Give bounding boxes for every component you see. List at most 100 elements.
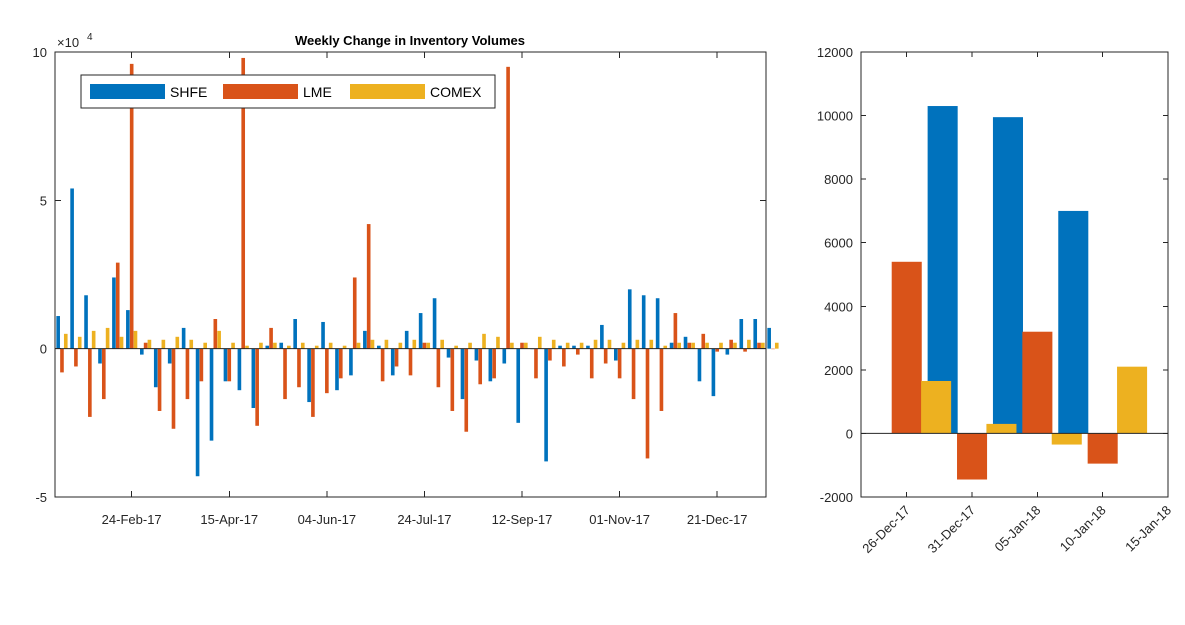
bar-shfe-week-46	[697, 348, 702, 382]
bar-lme-week-20	[338, 348, 343, 379]
bar-comex-2	[1051, 433, 1082, 445]
bar-lme-week-14	[255, 348, 259, 426]
right-ytick-label: 10000	[817, 109, 853, 124]
bar-lme-week-8	[171, 348, 176, 429]
left-xtick-label: 24-Jul-17	[397, 512, 451, 527]
bar-shfe-week-14	[251, 348, 256, 408]
bar-lme-week-6	[143, 342, 148, 349]
bar-comex-week-26	[426, 342, 431, 349]
bar-comex-week-13	[245, 345, 249, 349]
right-xtick-label: 15-Jan-18	[1122, 503, 1174, 555]
bar-lme-week-38	[589, 348, 594, 379]
bar-comex-week-47	[719, 342, 723, 349]
bar-lme-week-28	[450, 348, 455, 411]
bar-comex-week-42	[649, 339, 654, 349]
bar-comex-week-21	[356, 342, 361, 349]
y-exponent-power: 4	[87, 32, 93, 43]
bar-shfe-week-11	[209, 348, 214, 441]
bar-comex-0	[921, 380, 952, 434]
bar-comex-week-18	[314, 345, 319, 349]
bar-shfe-week-18	[307, 348, 311, 403]
bar-comex-week-3	[105, 327, 110, 349]
bar-comex-week-5	[133, 330, 138, 349]
bar-comex-week-31	[496, 336, 500, 349]
bar-lme-week-10	[199, 348, 204, 382]
bar-lme-week-23	[380, 348, 385, 382]
legend-label-comex: COMEX	[430, 84, 482, 100]
left-xtick-label: 21-Dec-17	[687, 512, 748, 527]
weekly-change-chart: -5 0 5 10 24-Feb-17 15-Apr-17 04-Jun-17 24-Jul-…	[33, 32, 779, 527]
bar-comex-week-30	[482, 333, 486, 349]
bar-comex-week-51	[774, 342, 779, 349]
bar-lme-week-33	[520, 342, 524, 349]
bar-shfe-week-48	[725, 348, 730, 355]
left-xtick-label: 04-Jun-17	[298, 512, 357, 527]
bar-shfe-1	[927, 106, 958, 434]
bar-lme-week-13	[241, 57, 246, 349]
right-axes-box	[860, 51, 1169, 498]
bar-shfe-week-49	[739, 319, 744, 349]
bar-comex-week-39	[607, 339, 612, 349]
left-bars	[56, 57, 779, 477]
bar-shfe-week-9	[181, 327, 186, 349]
bar-shfe-week-43	[655, 298, 660, 349]
bar-lme-week-51	[771, 348, 775, 350]
bar-lme-week-42	[645, 348, 650, 459]
legend-label-shfe: SHFE	[170, 84, 207, 100]
right-xtick-label: 05-Jan-18	[991, 503, 1043, 555]
bar-shfe-week-51	[767, 327, 771, 349]
right-ytick-label: -2000	[820, 490, 853, 505]
bar-comex-week-49	[747, 339, 751, 349]
bar-comex-week-46	[705, 342, 709, 349]
bar-lme-2	[1022, 331, 1053, 434]
bar-lme-week-46	[701, 333, 706, 349]
bar-lme-week-2	[88, 348, 92, 417]
bar-shfe-week-42	[641, 295, 646, 349]
bar-comex-week-40	[621, 342, 626, 349]
bar-shfe-week-38	[586, 345, 590, 349]
bar-lme-week-22	[366, 224, 371, 349]
bar-comex-week-25	[412, 339, 417, 349]
left-xtick-label: 12-Sep-17	[492, 512, 553, 527]
bar-shfe-week-21	[349, 348, 353, 376]
bar-lme-3	[1087, 433, 1118, 464]
bar-comex-week-33	[524, 342, 528, 349]
bar-shfe-week-5	[126, 310, 130, 349]
bar-lme-week-18	[311, 348, 315, 417]
bar-shfe-week-8	[167, 348, 172, 364]
bar-lme-week-9	[185, 348, 190, 400]
bar-lme-week-29	[464, 348, 469, 432]
bar-lme-week-48	[729, 339, 733, 349]
legend-swatch-shfe	[90, 84, 165, 99]
bar-lme-week-7	[157, 348, 162, 411]
bar-lme-week-49	[743, 348, 747, 352]
bar-shfe-week-16	[279, 342, 284, 349]
bar-lme-week-3	[101, 348, 106, 400]
right-ytick-label: 4000	[824, 299, 853, 314]
right-bars	[891, 106, 1148, 480]
bar-shfe-week-4	[112, 277, 116, 349]
legend-swatch-lme	[223, 84, 298, 99]
bar-comex-week-11	[217, 330, 221, 349]
bar-comex-week-44	[677, 342, 682, 349]
bar-lme-1	[957, 433, 988, 480]
bar-shfe-week-36	[558, 345, 562, 349]
bar-lme-week-36	[562, 348, 566, 367]
right-ytick-label: 0	[846, 426, 853, 441]
bar-shfe-week-27	[432, 298, 437, 349]
bar-comex-week-1	[77, 336, 82, 349]
bar-lme-week-24	[394, 348, 399, 367]
bar-shfe-week-0	[56, 316, 60, 349]
bar-comex-week-48	[733, 342, 737, 349]
bar-lme-week-32	[506, 66, 510, 349]
bar-comex-week-50	[761, 342, 765, 349]
bar-shfe-week-25	[404, 330, 409, 349]
y-exponent-base: ×10	[57, 35, 79, 50]
bar-shfe-week-32	[502, 348, 507, 364]
bar-shfe-week-17	[293, 319, 297, 349]
bar-lme-week-16	[283, 348, 287, 400]
bar-lme-week-43	[659, 348, 664, 411]
bar-lme-week-35	[548, 348, 552, 361]
left-axes: -5 0 5 10 24-Feb-17 15-Apr-17 04-Jun-17 24-Jul-…	[33, 45, 767, 527]
bar-shfe-week-35	[544, 348, 548, 462]
